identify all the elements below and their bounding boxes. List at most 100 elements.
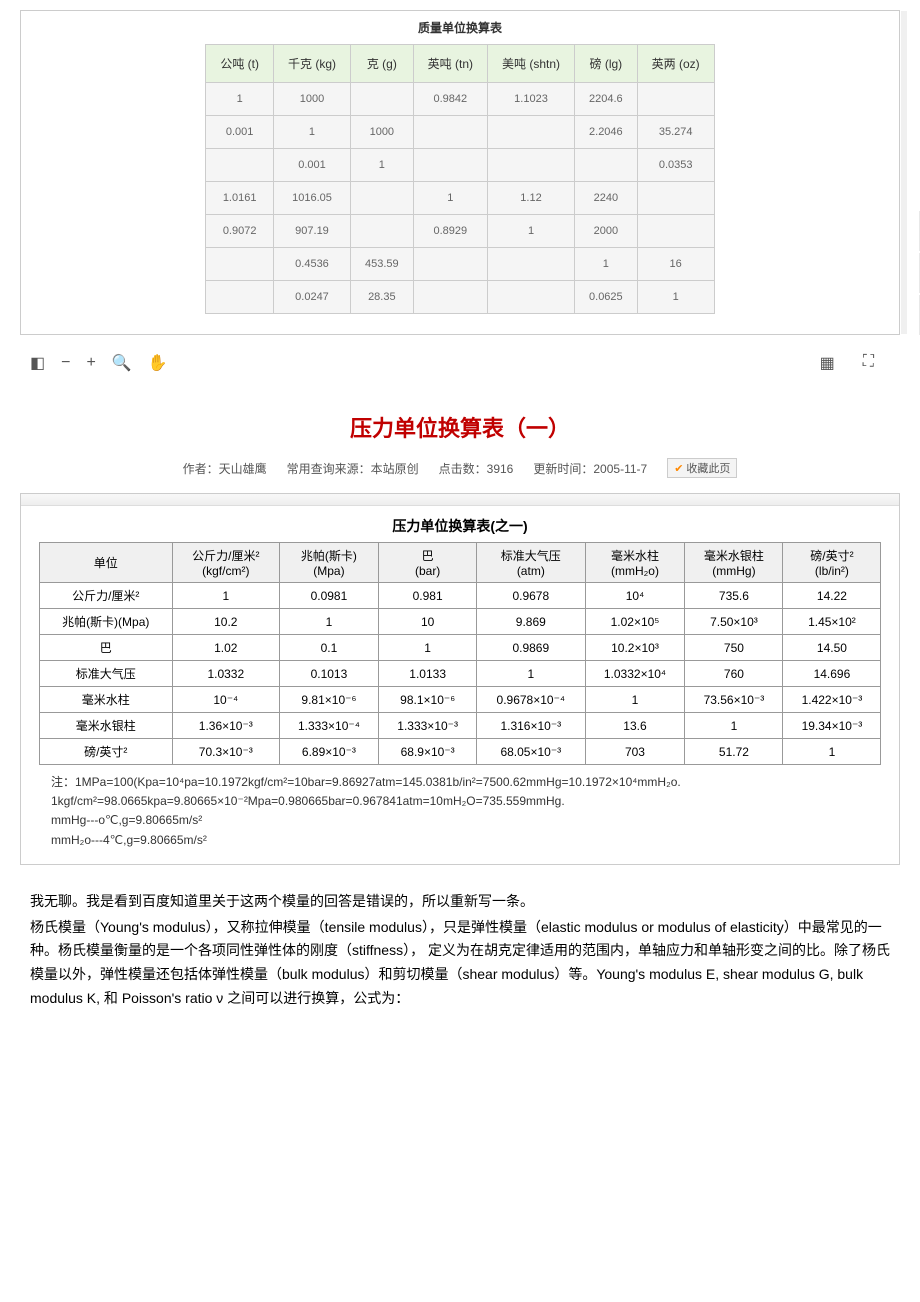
table-cell: 1.333×10⁻⁴ [279,713,379,739]
author: 作者：天山雄鹰 [183,460,267,477]
bookmark-page-button[interactable]: ✔ 收藏此页 [667,458,737,478]
table-cell [488,149,575,182]
mass-col-header: 英吨 (tn) [413,45,487,83]
table-cell: 磅/英寸² [39,739,172,765]
table-cell [413,116,487,149]
note-line: mmHg---o℃,g=9.80665m/s² [51,811,879,830]
table-cell: 1 [488,215,575,248]
table-cell: 1 [575,248,638,281]
scrollbar[interactable] [901,11,907,334]
paragraph-2: 杨氏模量（Young's modulus），又称拉伸模量（tensile mod… [30,916,890,1011]
table-cell: 1.12 [488,182,575,215]
search-icon[interactable]: 🔍 [112,353,132,373]
note-line: 注：1MPa=100(Kpa=10⁴pa=10.1972kgf/cm²=10ba… [51,773,879,792]
table-cell: 公斤力/厘米² [39,583,172,609]
table-row: 0.024728.350.06251 [206,281,714,314]
table-cell: 10⁴ [585,583,685,609]
table-cell [413,281,487,314]
table-cell: 0.9869 [477,635,585,661]
pressure-col-header: 标准大气压(atm) [477,543,585,583]
table-cell: 0.8929 [413,215,487,248]
table-cell: 19.34×10⁻³ [783,713,881,739]
table-row: 公斤力/厘米²10.09810.9810.967810⁴735.614.22 [39,583,881,609]
table-row: 兆帕(斯卡)(Mpa)10.21109.8691.02×10⁵7.50×10³1… [39,609,881,635]
table-cell [206,281,274,314]
table-cell: 0.0625 [575,281,638,314]
table-cell: 14.696 [783,661,881,687]
table-cell: 0.001 [206,116,274,149]
table-cell: 0.9678 [477,583,585,609]
table-cell: 453.59 [351,248,414,281]
table-cell: 2240 [575,182,638,215]
note-line: mmH₂o---4℃,g=9.80665m/s² [51,831,879,850]
table-cell: 9.869 [477,609,585,635]
table-cell: 51.72 [685,739,783,765]
note-line: 1kgf/cm²=98.0665kpa=9.80665×10⁻²Mpa=0.98… [51,792,879,811]
update-time: 更新时间：2005-11-7 [533,460,647,477]
table-cell [351,83,414,116]
table-cell: 1.1023 [488,83,575,116]
article-text: 我无聊。我是看到百度知道里关于这两个模量的回答是错误的，所以重新写一条。 杨氏模… [30,890,890,1011]
table-cell: 0.0247 [273,281,350,314]
table-cell: 14.50 [783,635,881,661]
table-cell: 1.422×10⁻³ [783,687,881,713]
mass-col-header: 公吨 (t) [206,45,274,83]
table-cell: 1.316×10⁻³ [477,713,585,739]
table-row: 0.9072907.190.892912000 [206,215,714,248]
hand-icon[interactable]: ✋ [148,353,168,373]
grid-view-icon[interactable]: ▦ [820,353,835,373]
table-cell: 35.274 [637,116,714,149]
pressure-notes: 注：1MPa=100(Kpa=10⁴pa=10.1972kgf/cm²=10ba… [21,765,899,864]
hits: 点击数：3916 [439,460,514,477]
table-cell: 1.45×10² [783,609,881,635]
table-cell: 1 [477,661,585,687]
table-cell: 0.9842 [413,83,487,116]
table-row: 标准大气压1.03320.10131.013311.0332×10⁴76014.… [39,661,881,687]
table-row: 110000.98421.10232204.6 [206,83,714,116]
panel-header [21,494,899,506]
table-cell: 1.02 [172,635,279,661]
table-cell [413,248,487,281]
table-cell: 1.333×10⁻³ [379,713,477,739]
table-cell: 760 [685,661,783,687]
mass-table: 公吨 (t)千克 (kg)克 (g)英吨 (tn)美吨 (shtn)磅 (lg)… [205,44,714,314]
fullscreen-icon[interactable]: ⛶ [863,353,874,373]
zoom-out-button[interactable]: − [61,354,70,372]
mass-col-header: 美吨 (shtn) [488,45,575,83]
table-cell [637,182,714,215]
pressure-col-header: 公斤力/厘米²(kgf/cm²) [172,543,279,583]
table-cell: 1.0133 [379,661,477,687]
table-cell: 1 [379,635,477,661]
mass-col-header: 千克 (kg) [273,45,350,83]
table-cell [206,248,274,281]
table-cell: 0.981 [379,583,477,609]
table-cell: 0.4536 [273,248,350,281]
table-row: 1.01611016.0511.122240 [206,182,714,215]
pressure-title: 压力单位换算表（一） [0,411,920,443]
table-row: 毫米水银柱1.36×10⁻³1.333×10⁻⁴1.333×10⁻³1.316×… [39,713,881,739]
pressure-col-header: 兆帕(斯卡)(Mpa) [279,543,379,583]
table-cell [206,149,274,182]
table-cell: 10.2 [172,609,279,635]
table-cell: 98.1×10⁻⁶ [379,687,477,713]
table-cell: 703 [585,739,685,765]
table-cell: 10 [379,609,477,635]
table-cell: 1000 [351,116,414,149]
pressure-col-header: 毫米水银柱(mmHg) [685,543,783,583]
table-row: 巴1.020.110.986910.2×10³75014.50 [39,635,881,661]
table-cell: 毫米水银柱 [39,713,172,739]
table-cell: 6.89×10⁻³ [279,739,379,765]
pressure-header-row: 单位公斤力/厘米²(kgf/cm²)兆帕(斯卡)(Mpa)巴(bar)标准大气压… [39,543,881,583]
table-cell [351,182,414,215]
pressure-col-header: 单位 [39,543,172,583]
table-cell: 1.0332×10⁴ [585,661,685,687]
zoom-in-button[interactable]: + [86,354,95,372]
pressure-section: 压力单位换算表(之一) 单位公斤力/厘米²(kgf/cm²)兆帕(斯卡)(Mpa… [20,493,900,865]
bookmark-icon[interactable]: ◧ [30,353,45,373]
paragraph-1: 我无聊。我是看到百度知道里关于这两个模量的回答是错误的，所以重新写一条。 [30,890,890,914]
table-cell: 68.9×10⁻³ [379,739,477,765]
table-cell: 1.0161 [206,182,274,215]
pressure-col-header: 巴(bar) [379,543,477,583]
mass-header-row: 公吨 (t)千克 (kg)克 (g)英吨 (tn)美吨 (shtn)磅 (lg)… [206,45,714,83]
table-cell: 735.6 [685,583,783,609]
